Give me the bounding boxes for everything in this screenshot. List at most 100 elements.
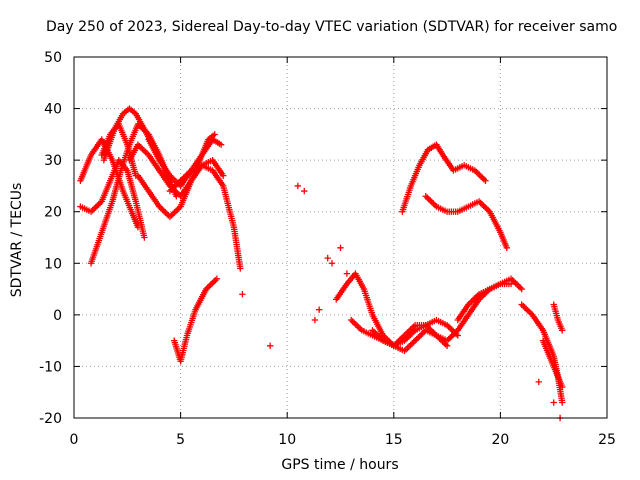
- data-point-marker: [477, 199, 484, 207]
- data-point-marker: [213, 275, 221, 282]
- x-axis-label: GPS time / hours: [281, 457, 399, 473]
- data-point-marker: [239, 291, 246, 298]
- series-arc-11: [399, 141, 489, 215]
- data-point-marker: [559, 383, 566, 391]
- axis-ticks: 0 5 10 15 20 25 -20 -10 0 10 20 30 40 50: [39, 50, 616, 448]
- y-tick-label: -10: [39, 359, 62, 375]
- data-point-marker: [518, 301, 525, 308]
- data-point-marker: [166, 213, 174, 221]
- data-point-marker: [474, 170, 482, 177]
- data-point-marker: [142, 148, 149, 156]
- series-arc-12: [422, 193, 510, 252]
- y-tick-label: 0: [53, 308, 62, 324]
- series-arc-10: [171, 275, 221, 365]
- y-tick-label: 50: [44, 50, 62, 66]
- data-point-marker: [217, 141, 225, 148]
- data-point-marker: [476, 171, 483, 179]
- data-point-marker: [207, 281, 214, 288]
- data-point-marker: [163, 210, 171, 218]
- data-point-marker: [311, 316, 319, 324]
- data-point-marker: [315, 306, 323, 313]
- data-point-marker: [162, 209, 169, 216]
- data-point-marker: [206, 282, 213, 290]
- data-point-marker: [430, 200, 437, 207]
- data-point-marker: [355, 324, 362, 331]
- data-point-marker: [427, 197, 434, 204]
- y-tick-label: 10: [44, 256, 62, 272]
- x-tick-label: 10: [278, 432, 296, 448]
- data-point-marker: [237, 265, 244, 272]
- data-point-marker: [515, 282, 522, 290]
- series-arc-16: [454, 275, 525, 324]
- data-point-marker: [480, 176, 488, 183]
- x-tick-label: 15: [385, 432, 403, 448]
- data-point-marker: [411, 337, 419, 344]
- plot-frame: [73, 56, 608, 419]
- data-point-marker: [481, 204, 489, 211]
- data-point-marker: [402, 346, 410, 353]
- data-point-marker: [92, 204, 99, 211]
- data-point-marker: [513, 281, 521, 288]
- data-point-marker: [524, 307, 532, 314]
- data-point-marker: [209, 279, 216, 287]
- data-point-marker: [483, 205, 490, 212]
- series-layer: [77, 105, 566, 422]
- data-point-marker: [410, 338, 417, 346]
- data-point-marker: [418, 331, 425, 338]
- data-point-marker: [352, 321, 359, 328]
- data-point-marker: [159, 206, 166, 213]
- data-point-marker: [89, 207, 96, 214]
- data-point-marker: [210, 278, 217, 285]
- data-point-marker: [211, 131, 218, 138]
- data-point-marker: [512, 279, 519, 287]
- data-point-marker: [526, 308, 533, 316]
- data-point-marker: [480, 202, 487, 210]
- data-point-marker: [168, 212, 175, 219]
- data-point-marker: [324, 254, 331, 262]
- data-point-marker: [174, 206, 181, 213]
- series-arc-4: [77, 156, 148, 241]
- data-point-marker: [93, 202, 101, 210]
- data-point-marker: [354, 322, 361, 330]
- y-tick-label: 20: [44, 205, 62, 221]
- data-point-marker: [220, 172, 227, 179]
- data-point-marker: [518, 285, 525, 293]
- series-arc-19: [550, 301, 566, 334]
- data-point-marker: [266, 342, 274, 349]
- data-point-marker: [477, 173, 485, 180]
- x-tick-label: 0: [70, 432, 79, 448]
- chart-title: Day 250 of 2023, Sidereal Day-to-day VTE…: [46, 19, 618, 35]
- data-point-marker: [347, 316, 355, 324]
- series-arc-9: [166, 162, 244, 272]
- y-tick-label: -20: [39, 411, 62, 427]
- x-tick-label: 25: [598, 432, 616, 448]
- data-point-marker: [405, 343, 413, 350]
- data-point-marker: [523, 305, 530, 313]
- data-point-marker: [172, 207, 180, 215]
- data-point-marker: [482, 177, 489, 184]
- data-point-marker: [550, 399, 557, 406]
- y-tick-label: 40: [44, 102, 62, 118]
- y-tick-label: 30: [44, 153, 62, 169]
- data-point-marker: [413, 335, 420, 343]
- data-point-marker: [521, 304, 528, 311]
- data-point-marker: [337, 244, 344, 252]
- data-point-marker: [414, 334, 422, 341]
- data-point-marker: [408, 340, 416, 347]
- x-tick-label: 20: [491, 432, 509, 448]
- data-point-marker: [351, 319, 358, 327]
- data-point-marker: [445, 335, 452, 343]
- data-point-marker: [141, 234, 148, 241]
- grid: [74, 57, 607, 418]
- data-point-marker: [137, 144, 145, 151]
- data-point-marker: [349, 318, 356, 325]
- data-point-marker: [171, 209, 178, 216]
- data-point-marker: [416, 333, 423, 340]
- data-point-marker: [535, 378, 542, 386]
- data-point-marker: [479, 174, 486, 182]
- data-point-marker: [520, 302, 527, 310]
- x-tick-label: 5: [176, 432, 185, 448]
- data-point-marker: [428, 198, 436, 206]
- series-arc-18: [539, 337, 566, 391]
